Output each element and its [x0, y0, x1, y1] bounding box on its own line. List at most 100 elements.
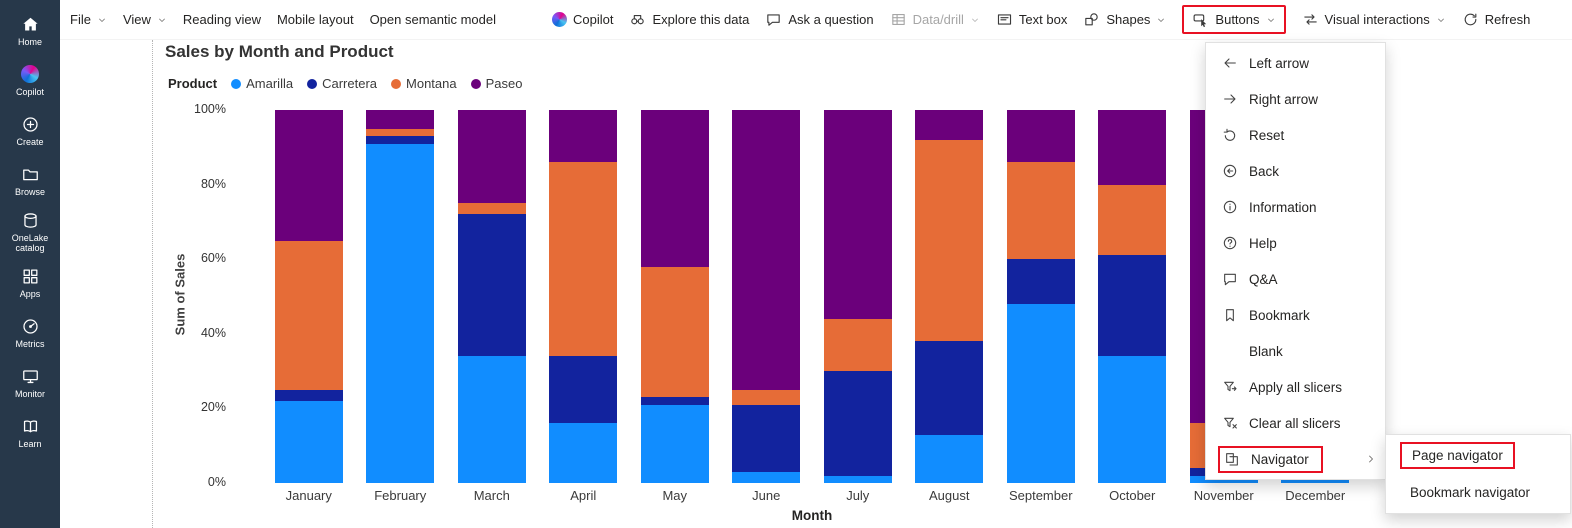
bar-july[interactable]	[812, 110, 904, 483]
bar-april[interactable]	[538, 110, 630, 483]
bar-february[interactable]	[355, 110, 447, 483]
segment-carretera[interactable]	[915, 341, 984, 435]
legend-item-amarilla[interactable]: Amarilla	[231, 76, 293, 91]
menu-item-left-arrow[interactable]: Left arrow	[1206, 45, 1385, 81]
sidebar-item-learn[interactable]: Learn	[0, 408, 60, 458]
sidebar-item-monitor[interactable]: Monitor	[0, 358, 60, 408]
x-tick-july: July	[846, 488, 870, 503]
segment-paseo[interactable]	[366, 110, 435, 129]
submenu-item-page-navigator[interactable]: Page navigator	[1386, 437, 1570, 474]
toolbar-item-mobile-layout[interactable]: Mobile layout	[277, 12, 354, 27]
segment-amarilla[interactable]	[823, 475, 892, 483]
segment-montana[interactable]	[457, 203, 526, 215]
segment-paseo[interactable]	[732, 110, 801, 390]
menu-item-information[interactable]: Information	[1206, 189, 1385, 225]
segment-carretera[interactable]	[1006, 259, 1075, 304]
bar-october[interactable]	[1087, 110, 1179, 483]
segment-amarilla[interactable]	[366, 143, 435, 483]
bar-may[interactable]	[629, 110, 721, 483]
segment-paseo[interactable]	[640, 110, 709, 267]
menu-item-apply-all-slicers[interactable]: Apply all slicers	[1206, 369, 1385, 405]
segment-amarilla[interactable]	[274, 400, 343, 483]
menu-item-right-arrow[interactable]: Right arrow	[1206, 81, 1385, 117]
menu-item-bookmark[interactable]: Bookmark	[1206, 297, 1385, 333]
segment-carretera[interactable]	[549, 356, 618, 424]
segment-amarilla[interactable]	[1098, 356, 1167, 483]
menu-item-blank[interactable]: Blank	[1206, 333, 1385, 369]
toolbar-item-buttons[interactable]: Buttons	[1182, 5, 1286, 34]
sidebar-item-onelake-catalog[interactable]: OneLake catalog	[0, 206, 60, 258]
segment-paseo[interactable]	[1006, 110, 1075, 163]
segment-carretera[interactable]	[457, 214, 526, 357]
segment-paseo[interactable]	[1098, 110, 1167, 185]
segment-paseo[interactable]	[823, 110, 892, 319]
menu-item-clear-all-slicers[interactable]: Clear all slicers	[1206, 405, 1385, 441]
segment-amarilla[interactable]	[1006, 303, 1075, 483]
metrics-icon	[20, 316, 40, 336]
monitor-icon	[20, 366, 40, 386]
segment-carretera[interactable]	[1098, 255, 1167, 357]
menu-item-back[interactable]: Back	[1206, 153, 1385, 189]
segment-montana[interactable]	[549, 162, 618, 357]
segment-paseo[interactable]	[915, 110, 984, 140]
segment-amarilla[interactable]	[640, 404, 709, 483]
segment-montana[interactable]	[823, 318, 892, 372]
segment-montana[interactable]	[640, 266, 709, 398]
menu-item-navigator[interactable]: Navigator	[1206, 441, 1385, 477]
bar-june[interactable]	[721, 110, 813, 483]
segment-montana[interactable]	[366, 128, 435, 137]
ask-icon	[765, 11, 782, 28]
sidebar-item-metrics[interactable]: Metrics	[0, 308, 60, 358]
toolbar-item-open-semantic-model[interactable]: Open semantic model	[370, 12, 496, 27]
segment-amarilla[interactable]	[915, 434, 984, 483]
bar-march[interactable]	[446, 110, 538, 483]
segment-paseo[interactable]	[457, 110, 526, 204]
right-arrow-icon	[1221, 91, 1238, 108]
sidebar-item-create[interactable]: Create	[0, 106, 60, 156]
legend-item-carretera[interactable]: Carretera	[307, 76, 377, 91]
segment-amarilla[interactable]	[457, 356, 526, 483]
toolbar-item-file[interactable]: File	[70, 12, 107, 27]
sidebar-item-home[interactable]: Home	[0, 6, 60, 56]
toolbar-item-view[interactable]: View	[123, 12, 167, 27]
segment-carretera[interactable]	[640, 397, 709, 405]
toolbar-item-refresh[interactable]: Refresh	[1462, 11, 1530, 28]
legend-item-paseo[interactable]: Paseo	[470, 76, 522, 91]
toolbar-item-shapes[interactable]: Shapes	[1083, 11, 1166, 28]
sidebar-item-browse[interactable]: Browse	[0, 156, 60, 206]
segment-amarilla[interactable]	[549, 423, 618, 483]
segment-montana[interactable]	[915, 139, 984, 342]
toolbar-item-visual-interactions[interactable]: Visual interactions	[1302, 11, 1446, 28]
segment-montana[interactable]	[1006, 162, 1075, 260]
toolbar-item-reading-view[interactable]: Reading view	[183, 12, 261, 27]
toolbar-item-copilot[interactable]: Copilot	[552, 12, 613, 27]
sidebar-item-label: Monitor	[14, 389, 45, 400]
menu-item-inner: Help	[1218, 232, 1283, 255]
toolbar-item-explore-this-data[interactable]: Explore this data	[629, 11, 749, 28]
bar-september[interactable]	[995, 110, 1087, 483]
toolbar-item-data-drill[interactable]: Data/drill	[890, 11, 980, 28]
sidebar-item-copilot[interactable]: Copilot	[0, 56, 60, 106]
toolbar-item-text-box[interactable]: Text box	[996, 11, 1067, 28]
bar-january[interactable]	[263, 110, 355, 483]
segment-carretera[interactable]	[366, 136, 435, 144]
sidebar-item-apps[interactable]: Apps	[0, 258, 60, 308]
segment-montana[interactable]	[274, 240, 343, 390]
segment-carretera[interactable]	[823, 371, 892, 476]
toolbar-item-ask-a-question[interactable]: Ask a question	[765, 11, 874, 28]
menu-item-q-a[interactable]: Q&A	[1206, 261, 1385, 297]
segment-paseo[interactable]	[549, 110, 618, 163]
segment-amarilla[interactable]	[732, 471, 801, 483]
bar-august[interactable]	[904, 110, 996, 483]
x-tick-august: August	[929, 488, 970, 503]
segment-carretera[interactable]	[274, 389, 343, 401]
segment-montana[interactable]	[732, 389, 801, 405]
menu-item-help[interactable]: Help	[1206, 225, 1385, 261]
menu-item-label: Clear all slicers	[1249, 415, 1341, 431]
segment-paseo[interactable]	[274, 110, 343, 241]
legend-item-montana[interactable]: Montana	[391, 76, 457, 91]
segment-montana[interactable]	[1098, 184, 1167, 256]
menu-item-reset[interactable]: Reset	[1206, 117, 1385, 153]
segment-carretera[interactable]	[732, 404, 801, 472]
submenu-item-bookmark-navigator[interactable]: Bookmark navigator	[1386, 474, 1570, 511]
